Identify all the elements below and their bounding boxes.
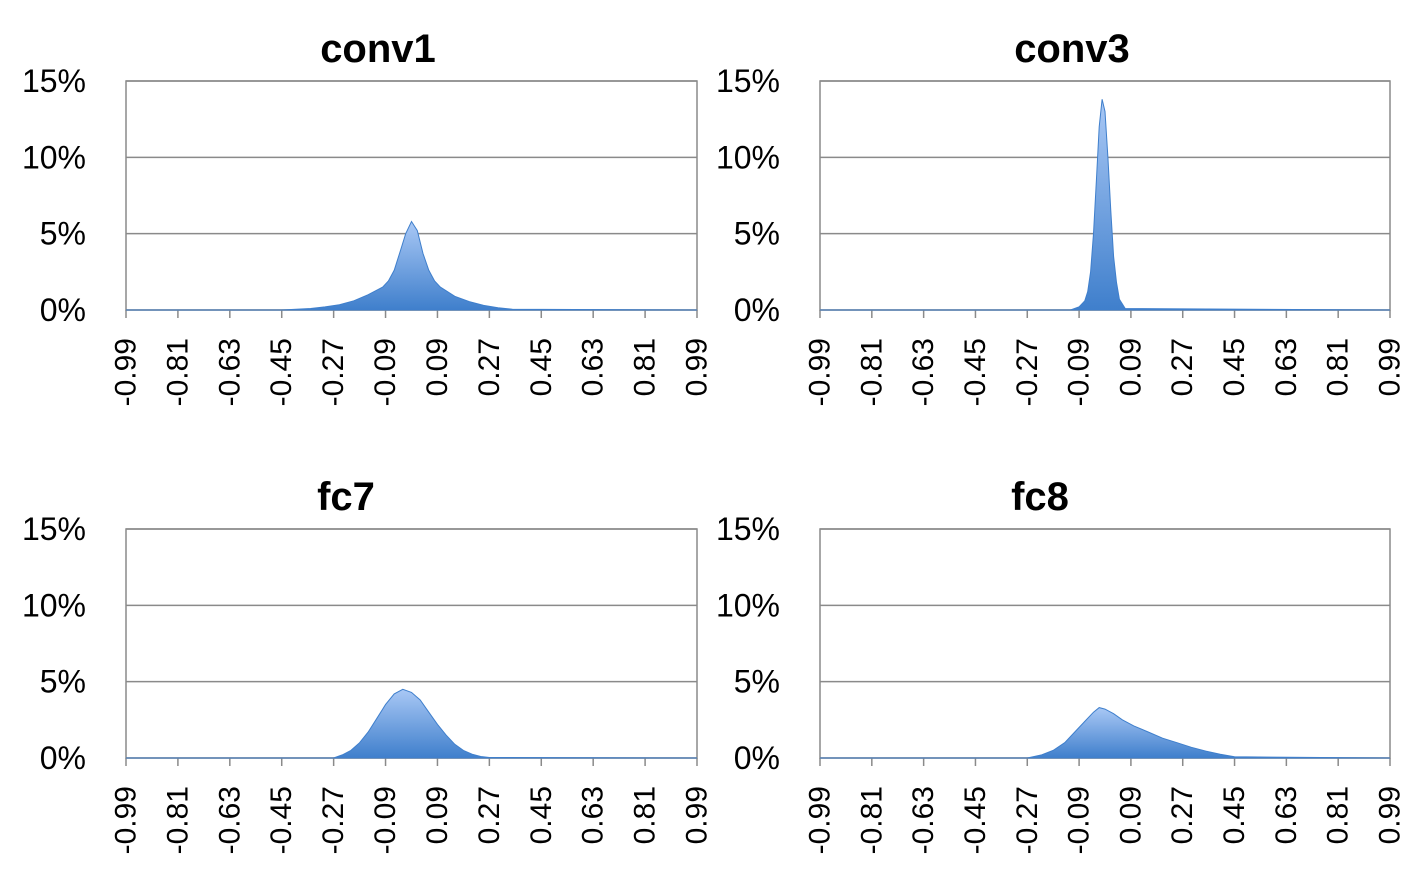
chart-panel-fc7: fc7 0% 5% 10% 15% -0.99 -0.81 -0.63 -0.45 -0.27 -0… <box>22 475 714 854</box>
series-area <box>126 220 698 311</box>
x-tick-label: 0.27 <box>1166 786 1199 844</box>
x-tick-label: 0.99 <box>681 338 714 396</box>
x-tick-label: -0.63 <box>213 786 246 854</box>
y-tick-label: 15% <box>716 511 780 547</box>
x-tick-label: -0.27 <box>317 338 350 406</box>
x-tick-label: -0.09 <box>369 338 402 406</box>
x-tick-label: 0.63 <box>1270 786 1303 844</box>
y-tick-label: 0% <box>40 740 86 776</box>
y-tick-label: 0% <box>734 292 780 328</box>
x-tick-label: 0.81 <box>629 338 662 396</box>
x-tick-label: 0.27 <box>1166 338 1199 396</box>
x-tick-label: -0.27 <box>317 786 350 854</box>
x-tick-label: -0.81 <box>161 786 194 854</box>
series-area <box>820 99 1391 311</box>
x-tick-label: -0.63 <box>213 338 246 406</box>
x-tick-label: 0.45 <box>1218 338 1251 396</box>
y-tick-label: 5% <box>734 664 780 700</box>
chart-panel-conv1: conv1 0% 5% 10% 15% -0.99 -0.81 -0.63 -0.45 -0.27… <box>22 27 714 406</box>
y-tick-label: 10% <box>22 587 86 623</box>
series-area <box>820 707 1391 759</box>
x-tick-label: 0.63 <box>577 338 610 396</box>
x-tick-label: 0.45 <box>525 786 558 844</box>
x-tick-label: -0.99 <box>110 338 143 406</box>
y-tick-label: 5% <box>40 216 86 252</box>
y-tick-label: 10% <box>716 587 780 623</box>
x-tick-label: 0.27 <box>473 786 506 844</box>
y-tick-label: 10% <box>716 139 780 175</box>
x-tick-label: 0.09 <box>421 786 454 844</box>
chart-title: conv3 <box>1014 27 1130 71</box>
y-tick-label: 15% <box>716 63 780 99</box>
x-tick-label: -0.99 <box>110 786 143 854</box>
x-tick-label: 0.81 <box>1322 786 1355 844</box>
series-area <box>126 688 698 759</box>
x-tick-label: 0.45 <box>525 338 558 396</box>
y-tick-label: 0% <box>40 292 86 328</box>
x-tick-label: -0.09 <box>1063 338 1096 406</box>
x-tick-label: -0.45 <box>959 338 992 406</box>
chart-title: conv1 <box>320 27 436 71</box>
x-tick-label: -0.99 <box>804 338 837 406</box>
x-tick-label: -0.81 <box>161 338 194 406</box>
chart-panel-fc8: fc8 0% 5% 10% 15% -0.99 -0.81 -0.63 -0.45 -0.27 -0… <box>716 475 1407 854</box>
x-tick-label: 0.99 <box>1374 338 1407 396</box>
chart-title: fc7 <box>317 475 375 519</box>
x-tick-label: -0.09 <box>1063 786 1096 854</box>
x-tick-label: 0.09 <box>1114 786 1147 844</box>
x-tick-label: 0.99 <box>1374 786 1407 844</box>
x-tick-label: -0.45 <box>265 338 298 406</box>
x-tick-label: 0.81 <box>629 786 662 844</box>
y-tick-label: 0% <box>734 740 780 776</box>
x-tick-label: -0.81 <box>855 338 888 406</box>
x-tick-label: 0.63 <box>1270 338 1303 396</box>
y-tick-label: 5% <box>40 664 86 700</box>
x-tick-label: -0.63 <box>907 338 940 406</box>
x-tick-label: 0.09 <box>421 338 454 396</box>
y-tick-label: 15% <box>22 511 86 547</box>
chart-title: fc8 <box>1011 475 1069 519</box>
chart-panel-conv3: conv3 0% 5% 10% 15% -0.99 -0.81 -0.63 -0.45 -0.27… <box>716 27 1407 406</box>
y-tick-label: 5% <box>734 216 780 252</box>
x-tick-label: 0.27 <box>473 338 506 396</box>
x-tick-label: 0.45 <box>1218 786 1251 844</box>
x-tick-label: -0.45 <box>959 786 992 854</box>
x-tick-label: -0.27 <box>1011 338 1044 406</box>
x-tick-label: 0.09 <box>1114 338 1147 396</box>
y-tick-label: 10% <box>22 139 86 175</box>
x-tick-label: -0.63 <box>907 786 940 854</box>
x-tick-label: -0.45 <box>265 786 298 854</box>
x-tick-label: -0.27 <box>1011 786 1044 854</box>
x-tick-label: 0.63 <box>577 786 610 844</box>
x-tick-label: 0.99 <box>681 786 714 844</box>
x-tick-label: -0.09 <box>369 786 402 854</box>
x-tick-label: -0.81 <box>855 786 888 854</box>
x-tick-label: 0.81 <box>1322 338 1355 396</box>
y-tick-label: 15% <box>22 63 86 99</box>
x-tick-label: -0.99 <box>804 786 837 854</box>
